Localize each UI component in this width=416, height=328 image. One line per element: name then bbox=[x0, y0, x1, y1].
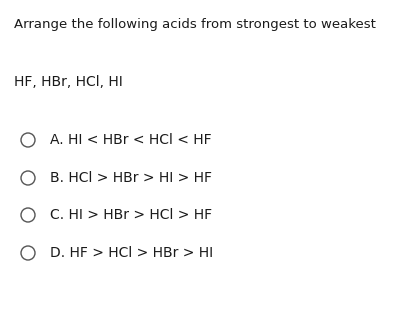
Text: Arrange the following acids from strongest to weakest: Arrange the following acids from stronge… bbox=[14, 18, 376, 31]
Text: B. HCl > HBr > HI > HF: B. HCl > HBr > HI > HF bbox=[50, 171, 212, 185]
Text: C. HI > HBr > HCl > HF: C. HI > HBr > HCl > HF bbox=[50, 208, 212, 222]
Text: HF, HBr, HCl, HI: HF, HBr, HCl, HI bbox=[14, 75, 123, 89]
Text: A. HI < HBr < HCl < HF: A. HI < HBr < HCl < HF bbox=[50, 133, 212, 147]
Text: D. HF > HCl > HBr > HI: D. HF > HCl > HBr > HI bbox=[50, 246, 213, 260]
